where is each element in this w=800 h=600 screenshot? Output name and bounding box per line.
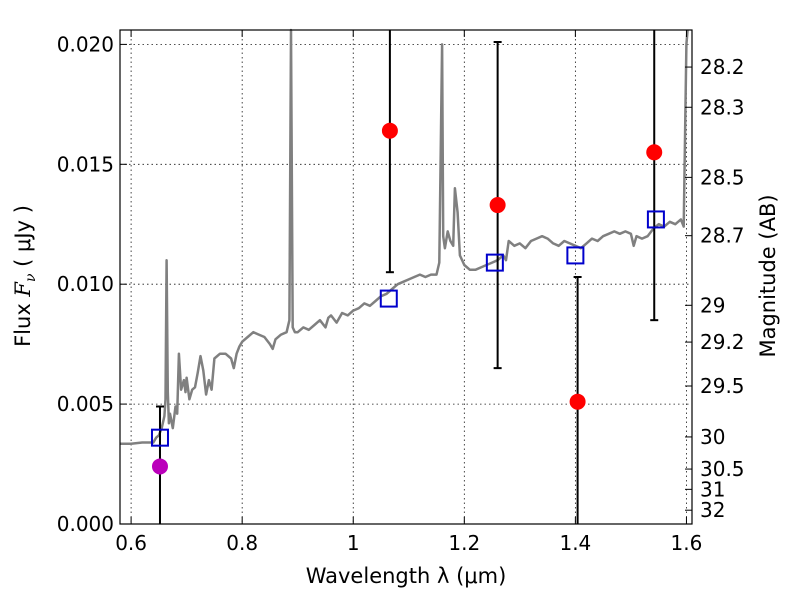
- model-spectrum-layer: [120, 28, 689, 445]
- errorbar-layer: [155, 30, 659, 524]
- y2-tick-label: 28.7: [700, 224, 745, 248]
- model-photometry-square: [379, 289, 398, 308]
- y2-tick-label: 29: [700, 293, 725, 317]
- y-tick-label: 0.000: [57, 512, 114, 536]
- y2-tick-label: 28.5: [700, 165, 745, 189]
- y-axis-ticks: 0.000 0.005 0.010 0.015 0.020: [57, 32, 127, 536]
- y2-tick-label: 30.5: [700, 457, 745, 481]
- x-tick-label: 1: [347, 531, 360, 555]
- y-axis-label: Flux Fν ( μJy ): [11, 205, 39, 347]
- y-tick-label: 0.005: [57, 392, 114, 416]
- model-photometry-square: [646, 210, 665, 229]
- observed-point: [381, 122, 398, 139]
- y2-tick-label: 29.2: [700, 330, 745, 354]
- y2-tick-label: 28.3: [700, 95, 745, 119]
- x-tick-label: 1.4: [559, 531, 591, 555]
- y2-tick-label: 30: [700, 425, 725, 449]
- x-tick-label: 1.6: [671, 531, 703, 555]
- marker-layer: [150, 122, 665, 475]
- y2-tick-label: 32: [700, 498, 725, 522]
- y2-tick-label: 31: [700, 477, 725, 501]
- x-axis-label: Wavelength λ (μm): [306, 564, 507, 588]
- observed-point: [489, 197, 506, 214]
- y2-axis-label: Magnitude (AB): [756, 194, 780, 357]
- grid-lines: [120, 30, 692, 525]
- model-photometry-square: [566, 246, 585, 265]
- y-tick-label: 0.015: [57, 152, 114, 176]
- y2-tick-label: 28.2: [700, 55, 745, 79]
- y-tick-label: 0.010: [57, 272, 114, 296]
- x-tick-label: 1.2: [448, 531, 480, 555]
- observed-point: [646, 144, 663, 161]
- x-axis-ticks: 0.6 0.8 1 1.2 1.4 1.6: [115, 30, 702, 555]
- y2-tick-label: 29.5: [700, 374, 745, 398]
- observed-point-magenta: [151, 458, 168, 475]
- model-spectrum-line: [120, 28, 689, 445]
- x-tick-label: 0.6: [115, 531, 147, 555]
- model-photometry-square: [150, 428, 169, 447]
- plot-frame: [119, 29, 693, 525]
- model-photometry-square: [485, 253, 504, 272]
- observed-point: [569, 393, 586, 410]
- y-tick-label: 0.020: [57, 32, 114, 56]
- x-tick-label: 0.8: [226, 531, 258, 555]
